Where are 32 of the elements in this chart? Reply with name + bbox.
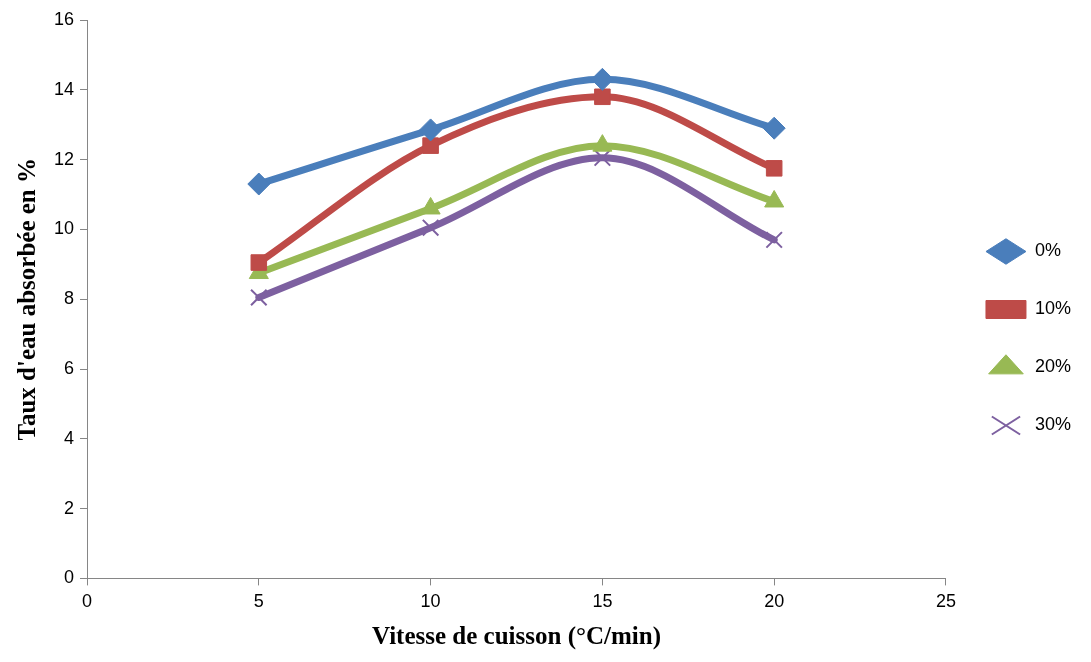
y-axis-title: Taux d'eau absorbée en % bbox=[13, 157, 41, 441]
legend-label: 30% bbox=[1034, 414, 1071, 435]
point bbox=[419, 118, 443, 142]
y-tick-label: 16 bbox=[53, 8, 75, 29]
x-tick-label: 0 bbox=[82, 591, 93, 612]
point bbox=[250, 288, 268, 307]
point bbox=[593, 149, 612, 167]
point bbox=[594, 88, 611, 106]
y-tick-label: 6 bbox=[64, 357, 75, 378]
x-tick-label: 20 bbox=[764, 591, 785, 612]
x-tick-label: 15 bbox=[592, 591, 613, 612]
y-tick-label: 10 bbox=[53, 218, 75, 239]
y-tick-label: 0 bbox=[64, 567, 75, 588]
x-tick-label: 5 bbox=[253, 591, 264, 612]
legend-label: 10% bbox=[1034, 298, 1071, 319]
point bbox=[247, 172, 271, 196]
y-tick-label: 8 bbox=[64, 288, 75, 309]
y-tick-label: 4 bbox=[64, 427, 75, 448]
y-tick-label: 2 bbox=[64, 497, 75, 518]
legend-label: 20% bbox=[1034, 356, 1071, 377]
point bbox=[421, 218, 440, 237]
point bbox=[765, 231, 783, 249]
x-tick-label: 25 bbox=[935, 591, 956, 612]
y-tick-label: 14 bbox=[53, 78, 75, 99]
point bbox=[422, 137, 439, 154]
point bbox=[762, 116, 786, 140]
y-tick-label: 12 bbox=[53, 148, 75, 169]
x-axis-title: Vitesse de cuisson (°C/min) bbox=[372, 622, 661, 651]
x-tick-label: 10 bbox=[420, 591, 441, 612]
point bbox=[765, 160, 783, 177]
legend-label: 0% bbox=[1034, 240, 1061, 261]
point bbox=[250, 254, 268, 271]
